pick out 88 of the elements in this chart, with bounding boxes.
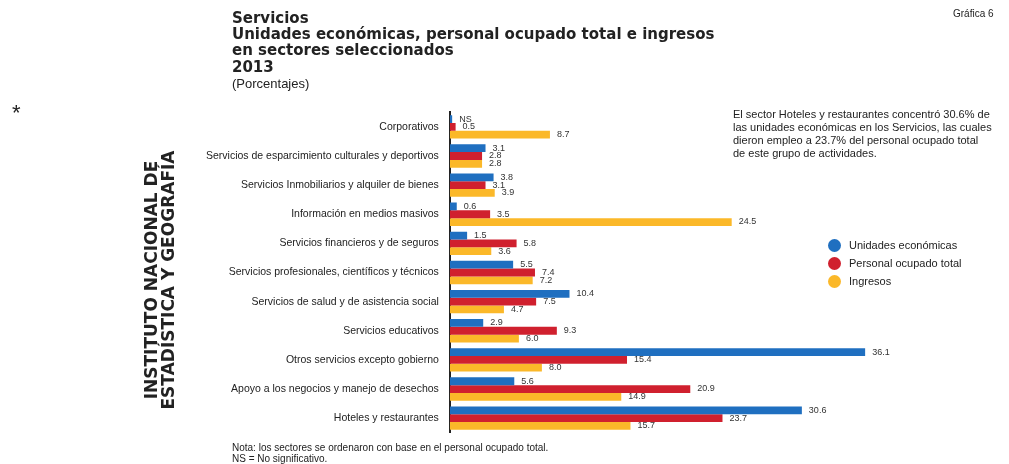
data-label: 7.5 <box>543 296 556 307</box>
bar <box>449 334 519 343</box>
y-tick-label: Información en medios masivos <box>291 207 439 220</box>
data-label: 30.6 <box>808 404 827 415</box>
y-tick-label: Servicios educativos <box>343 323 439 336</box>
text: Gráfica 6 <box>953 8 994 19</box>
bar <box>449 181 486 189</box>
bar <box>449 239 517 248</box>
data-label: 5.8 <box>523 237 537 248</box>
bar <box>449 260 514 269</box>
y-tick-label: Servicios de esparcimiento culturales y deportivos <box>206 148 439 161</box>
text: * <box>12 100 21 126</box>
bar <box>449 189 495 197</box>
data-label: 2.8 <box>489 158 502 169</box>
y-tick-label: Servicios financieros y de seguros <box>279 236 439 249</box>
text: 2013 <box>232 58 274 76</box>
annotation: El sector Hoteles y restaurantes concentró 30.6% de las unidades económicas en los Servicios, las cuales dieron empleo a 23.7% del personal ocupado total de este grupo de actividades. <box>733 108 993 160</box>
bar <box>449 414 723 423</box>
data-label: 2.8 <box>489 150 502 161</box>
data-label: 1.5 <box>474 230 487 241</box>
data-label: 5.6 <box>521 375 534 386</box>
data-label: NS <box>459 113 472 124</box>
bar <box>449 326 557 335</box>
bar <box>449 319 484 327</box>
bar <box>449 276 533 285</box>
data-label: 20.9 <box>697 383 715 394</box>
bar <box>449 356 628 364</box>
text: Servicios <box>232 9 309 27</box>
bar <box>449 385 691 393</box>
bar <box>449 305 504 314</box>
y-tick-label: Servicios de salud y de asistencia social <box>251 294 439 307</box>
data-label: 3.6 <box>498 245 511 256</box>
bar <box>449 268 535 277</box>
data-label: 10.4 <box>576 288 595 299</box>
data-label: 24.5 <box>738 216 757 227</box>
bar <box>449 422 631 430</box>
data-label: 8.0 <box>548 362 562 373</box>
data-label: 15.7 <box>637 420 655 431</box>
data-label: 0.6 <box>463 200 477 211</box>
data-label: 3.1 <box>492 142 506 153</box>
data-label: 6.0 <box>525 333 539 344</box>
bar <box>449 392 622 401</box>
bar <box>449 247 492 256</box>
data-label: 7.2 <box>539 274 553 285</box>
data-label: 4.7 <box>510 303 524 314</box>
y-tick-label: Servicios Inmobiliarios y alquiler de bienes <box>241 178 439 191</box>
y-tick-label: Otros servicios excepto gobierno <box>285 352 440 365</box>
text: Nota: los sectores se ordenaron con base en el personal ocupado total. <box>232 442 549 453</box>
y-tick-label: Hoteles y restaurantes <box>333 411 439 424</box>
data-label: 3.8 <box>500 171 514 182</box>
bar <box>449 202 457 211</box>
data-label: 3.1 <box>492 179 506 190</box>
text: (Porcentajes) <box>232 76 310 91</box>
data-label: 2.9 <box>490 317 503 328</box>
data-label: 23.7 <box>729 412 748 423</box>
data-label: 15.4 <box>634 354 652 365</box>
bar <box>449 144 486 153</box>
bar <box>449 218 732 226</box>
bar <box>449 122 456 131</box>
bar <box>449 210 491 219</box>
chart-subtitle: Unidades económicas, personal ocupado total e ingresos en sectores seleccionados <box>232 25 716 59</box>
bar <box>449 289 570 298</box>
legend-label: Ingresos <box>849 275 892 287</box>
bar <box>449 377 515 386</box>
bar <box>449 297 537 306</box>
data-label: 3.5 <box>497 208 510 219</box>
data-label: 0.5 <box>462 121 476 132</box>
bar <box>449 159 483 168</box>
data-label: 5.5 <box>520 259 533 270</box>
bar <box>449 152 483 160</box>
bar <box>449 406 802 415</box>
legend-label: Personal ocupado total <box>849 257 962 269</box>
bar <box>449 130 550 139</box>
bar <box>449 363 542 372</box>
data-label: 3.9 <box>501 187 515 198</box>
y-tick-label: Corporativos <box>379 119 439 132</box>
text: INSTITUTO NACIONAL DE ESTADÍSTICA Y GEOGRAFÍA <box>141 149 178 412</box>
text: NS = No significativo. <box>232 453 328 464</box>
data-label: 8.7 <box>556 129 570 140</box>
data-label: 14.9 <box>628 391 646 402</box>
data-label: 7.4 <box>541 266 555 277</box>
data-label: 36.1 <box>872 346 890 357</box>
y-tick-label: Apoyo a los negocios y manejo de desechos <box>231 381 439 394</box>
data-label: 9.3 <box>563 325 577 336</box>
bar <box>449 348 866 356</box>
bar <box>449 173 494 182</box>
legend-label: Unidades económicas <box>849 239 958 251</box>
y-tick-label: Servicios profesionales, científicos y técnicos <box>228 265 439 278</box>
